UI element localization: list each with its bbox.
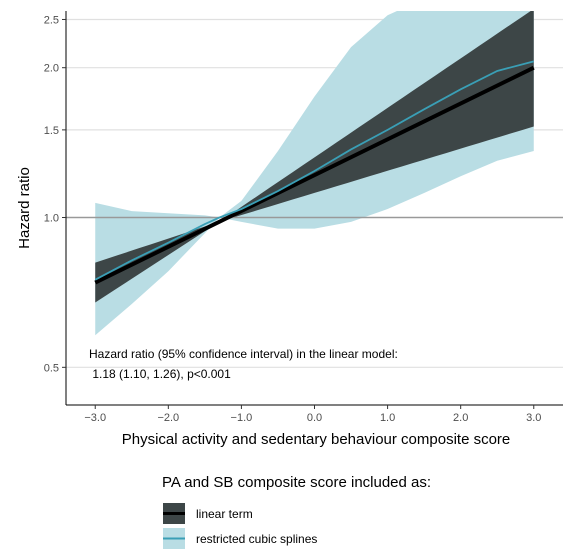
legend: PA and SB composite score included as: l… bbox=[162, 474, 431, 549]
annotation-line-2: 1.18 (1.10, 1.26), p<0.001 bbox=[89, 367, 231, 381]
y-axis-ticks: 0.5 1.0 1.5 2.0 2.5 bbox=[44, 14, 66, 374]
x-tick-label: −3.0 bbox=[84, 412, 106, 424]
x-tick-label: 2.0 bbox=[453, 412, 468, 424]
legend-label-spline: restricted cubic splines bbox=[196, 532, 317, 546]
y-axis-title: Hazard ratio bbox=[16, 167, 33, 249]
y-tick-label: 0.5 bbox=[44, 362, 59, 374]
x-tick-label: −2.0 bbox=[157, 412, 179, 424]
x-axis-ticks: −3.0 −2.0 −1.0 0.0 1.0 2.0 3.0 bbox=[84, 405, 541, 424]
x-tick-label: 3.0 bbox=[526, 412, 541, 424]
y-tick-label: 2.5 bbox=[44, 14, 59, 26]
legend-title: PA and SB composite score included as: bbox=[162, 474, 431, 491]
y-tick-label: 1.0 bbox=[44, 213, 59, 225]
x-axis-title: Physical activity and sedentary behaviou… bbox=[122, 431, 511, 448]
y-tick-label: 1.5 bbox=[44, 125, 59, 137]
x-tick-label: 1.0 bbox=[380, 412, 395, 424]
spline-line bbox=[94, 60, 534, 281]
x-tick-label: −1.0 bbox=[231, 412, 253, 424]
y-tick-label: 2.0 bbox=[44, 63, 59, 75]
x-tick-label: 0.0 bbox=[307, 412, 322, 424]
legend-label-linear: linear term bbox=[196, 507, 253, 521]
annotation-line-1: Hazard ratio (95% confidence interval) i… bbox=[89, 347, 398, 361]
linear-term-line bbox=[94, 65, 535, 285]
